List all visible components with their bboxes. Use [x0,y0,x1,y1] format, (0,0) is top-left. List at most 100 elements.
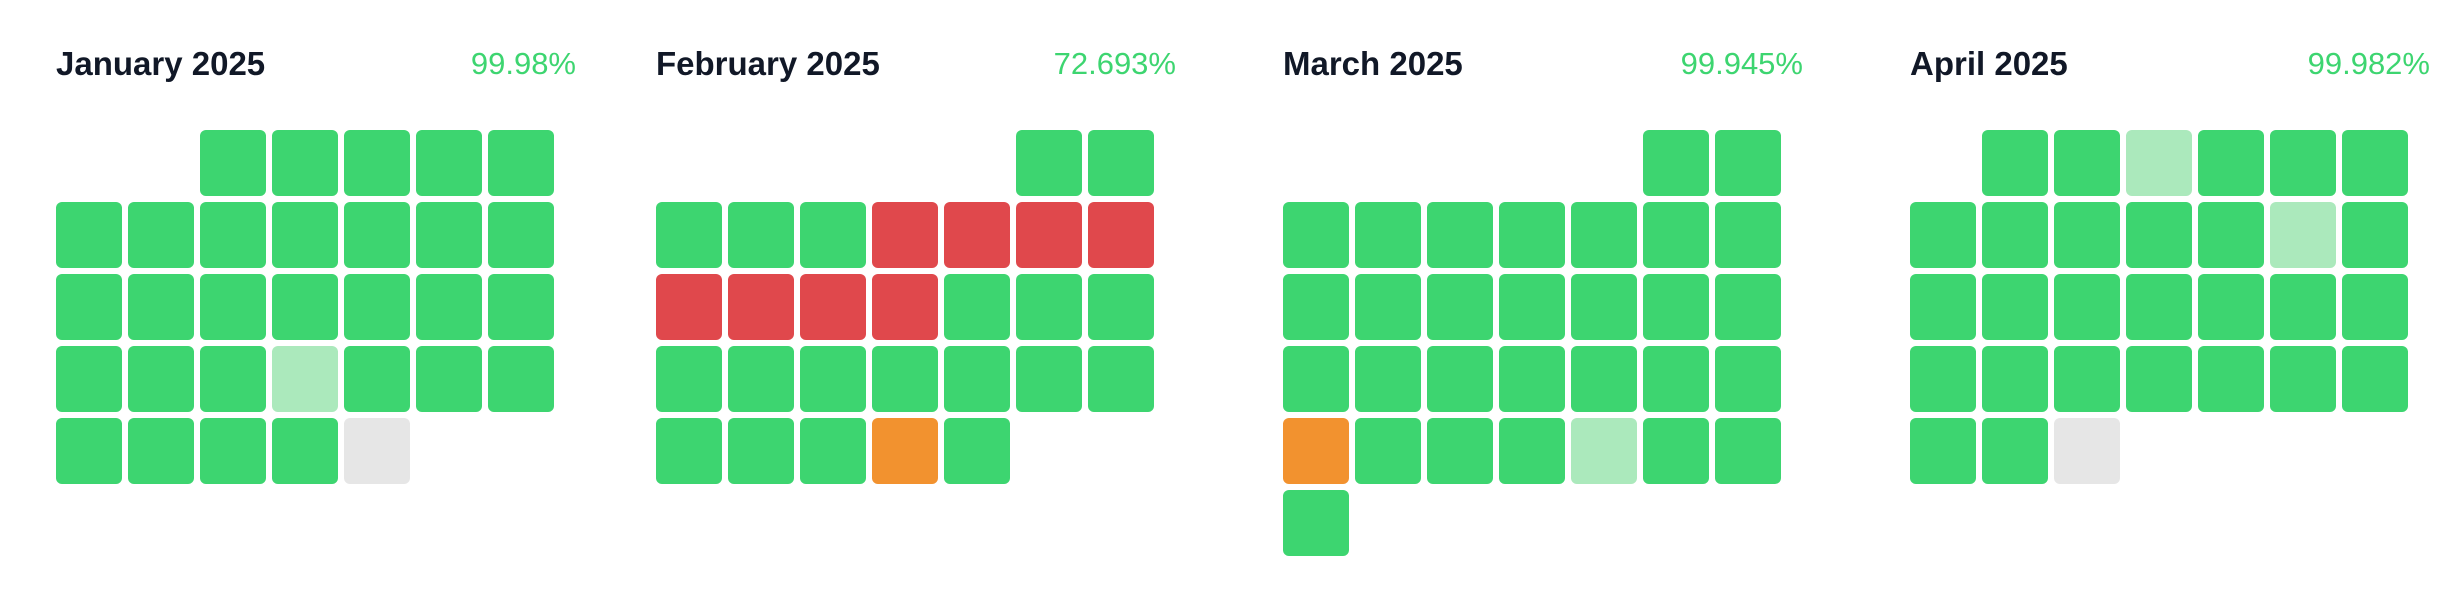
day-cell[interactable] [344,274,410,340]
day-cell[interactable] [1910,346,1976,412]
day-cell[interactable] [1643,202,1709,268]
day-cell[interactable] [2126,202,2192,268]
day-cell[interactable] [1355,346,1421,412]
day-cell[interactable] [272,346,338,412]
day-cell[interactable] [1715,202,1781,268]
day-cell[interactable] [1427,202,1493,268]
day-cell[interactable] [1910,418,1976,484]
day-cell[interactable] [272,130,338,196]
day-cell[interactable] [1088,202,1154,268]
day-cell[interactable] [1283,418,1349,484]
day-cell[interactable] [1427,418,1493,484]
day-cell[interactable] [1715,130,1781,196]
day-cell[interactable] [2054,346,2120,412]
day-cell[interactable] [800,418,866,484]
day-cell[interactable] [1982,346,2048,412]
day-cell[interactable] [1283,202,1349,268]
day-cell[interactable] [416,274,482,340]
day-cell[interactable] [1283,346,1349,412]
day-cell[interactable] [416,346,482,412]
day-cell[interactable] [56,274,122,340]
day-cell[interactable] [1643,346,1709,412]
day-cell[interactable] [1643,418,1709,484]
day-cell[interactable] [2198,130,2264,196]
day-cell[interactable] [416,202,482,268]
day-cell[interactable] [2126,346,2192,412]
day-cell[interactable] [488,346,554,412]
day-cell[interactable] [1355,202,1421,268]
day-cell[interactable] [488,130,554,196]
day-cell[interactable] [416,130,482,196]
day-cell[interactable] [1427,346,1493,412]
day-cell[interactable] [1088,274,1154,340]
day-cell[interactable] [1499,418,1565,484]
day-cell[interactable] [272,202,338,268]
day-cell[interactable] [1643,274,1709,340]
day-cell[interactable] [872,346,938,412]
day-cell[interactable] [2198,202,2264,268]
day-cell[interactable] [728,202,794,268]
day-cell[interactable] [1982,130,2048,196]
day-cell[interactable] [200,274,266,340]
day-cell[interactable] [1715,274,1781,340]
day-cell[interactable] [200,418,266,484]
day-cell[interactable] [200,346,266,412]
day-cell[interactable] [2342,274,2408,340]
day-cell[interactable] [656,418,722,484]
day-cell[interactable] [344,202,410,268]
day-cell[interactable] [1499,346,1565,412]
day-cell[interactable] [2126,130,2192,196]
day-cell[interactable] [872,274,938,340]
day-cell[interactable] [2342,130,2408,196]
day-cell[interactable] [344,418,410,484]
day-cell[interactable] [728,418,794,484]
day-cell[interactable] [1715,346,1781,412]
day-cell[interactable] [1355,418,1421,484]
day-cell[interactable] [1355,274,1421,340]
day-cell[interactable] [128,274,194,340]
day-cell[interactable] [2342,346,2408,412]
day-cell[interactable] [944,418,1010,484]
day-cell[interactable] [1283,490,1349,556]
day-cell[interactable] [1715,418,1781,484]
day-cell[interactable] [1283,274,1349,340]
day-cell[interactable] [728,346,794,412]
day-cell[interactable] [1571,346,1637,412]
day-cell[interactable] [1571,418,1637,484]
day-cell[interactable] [800,202,866,268]
day-cell[interactable] [1016,130,1082,196]
day-cell[interactable] [2342,202,2408,268]
day-cell[interactable] [128,418,194,484]
day-cell[interactable] [2054,130,2120,196]
day-cell[interactable] [1016,346,1082,412]
day-cell[interactable] [872,202,938,268]
day-cell[interactable] [656,274,722,340]
day-cell[interactable] [1499,274,1565,340]
day-cell[interactable] [944,202,1010,268]
day-cell[interactable] [128,202,194,268]
day-cell[interactable] [1571,274,1637,340]
day-cell[interactable] [1982,202,2048,268]
day-cell[interactable] [2270,202,2336,268]
day-cell[interactable] [344,346,410,412]
day-cell[interactable] [200,202,266,268]
day-cell[interactable] [2270,130,2336,196]
day-cell[interactable] [2198,346,2264,412]
day-cell[interactable] [1571,202,1637,268]
day-cell[interactable] [656,346,722,412]
day-cell[interactable] [488,274,554,340]
day-cell[interactable] [488,202,554,268]
day-cell[interactable] [272,418,338,484]
day-cell[interactable] [1427,274,1493,340]
day-cell[interactable] [2054,202,2120,268]
day-cell[interactable] [56,418,122,484]
day-cell[interactable] [656,202,722,268]
day-cell[interactable] [2054,274,2120,340]
day-cell[interactable] [272,274,338,340]
day-cell[interactable] [1088,346,1154,412]
day-cell[interactable] [872,418,938,484]
day-cell[interactable] [1982,418,2048,484]
day-cell[interactable] [200,130,266,196]
day-cell[interactable] [2270,274,2336,340]
day-cell[interactable] [800,346,866,412]
